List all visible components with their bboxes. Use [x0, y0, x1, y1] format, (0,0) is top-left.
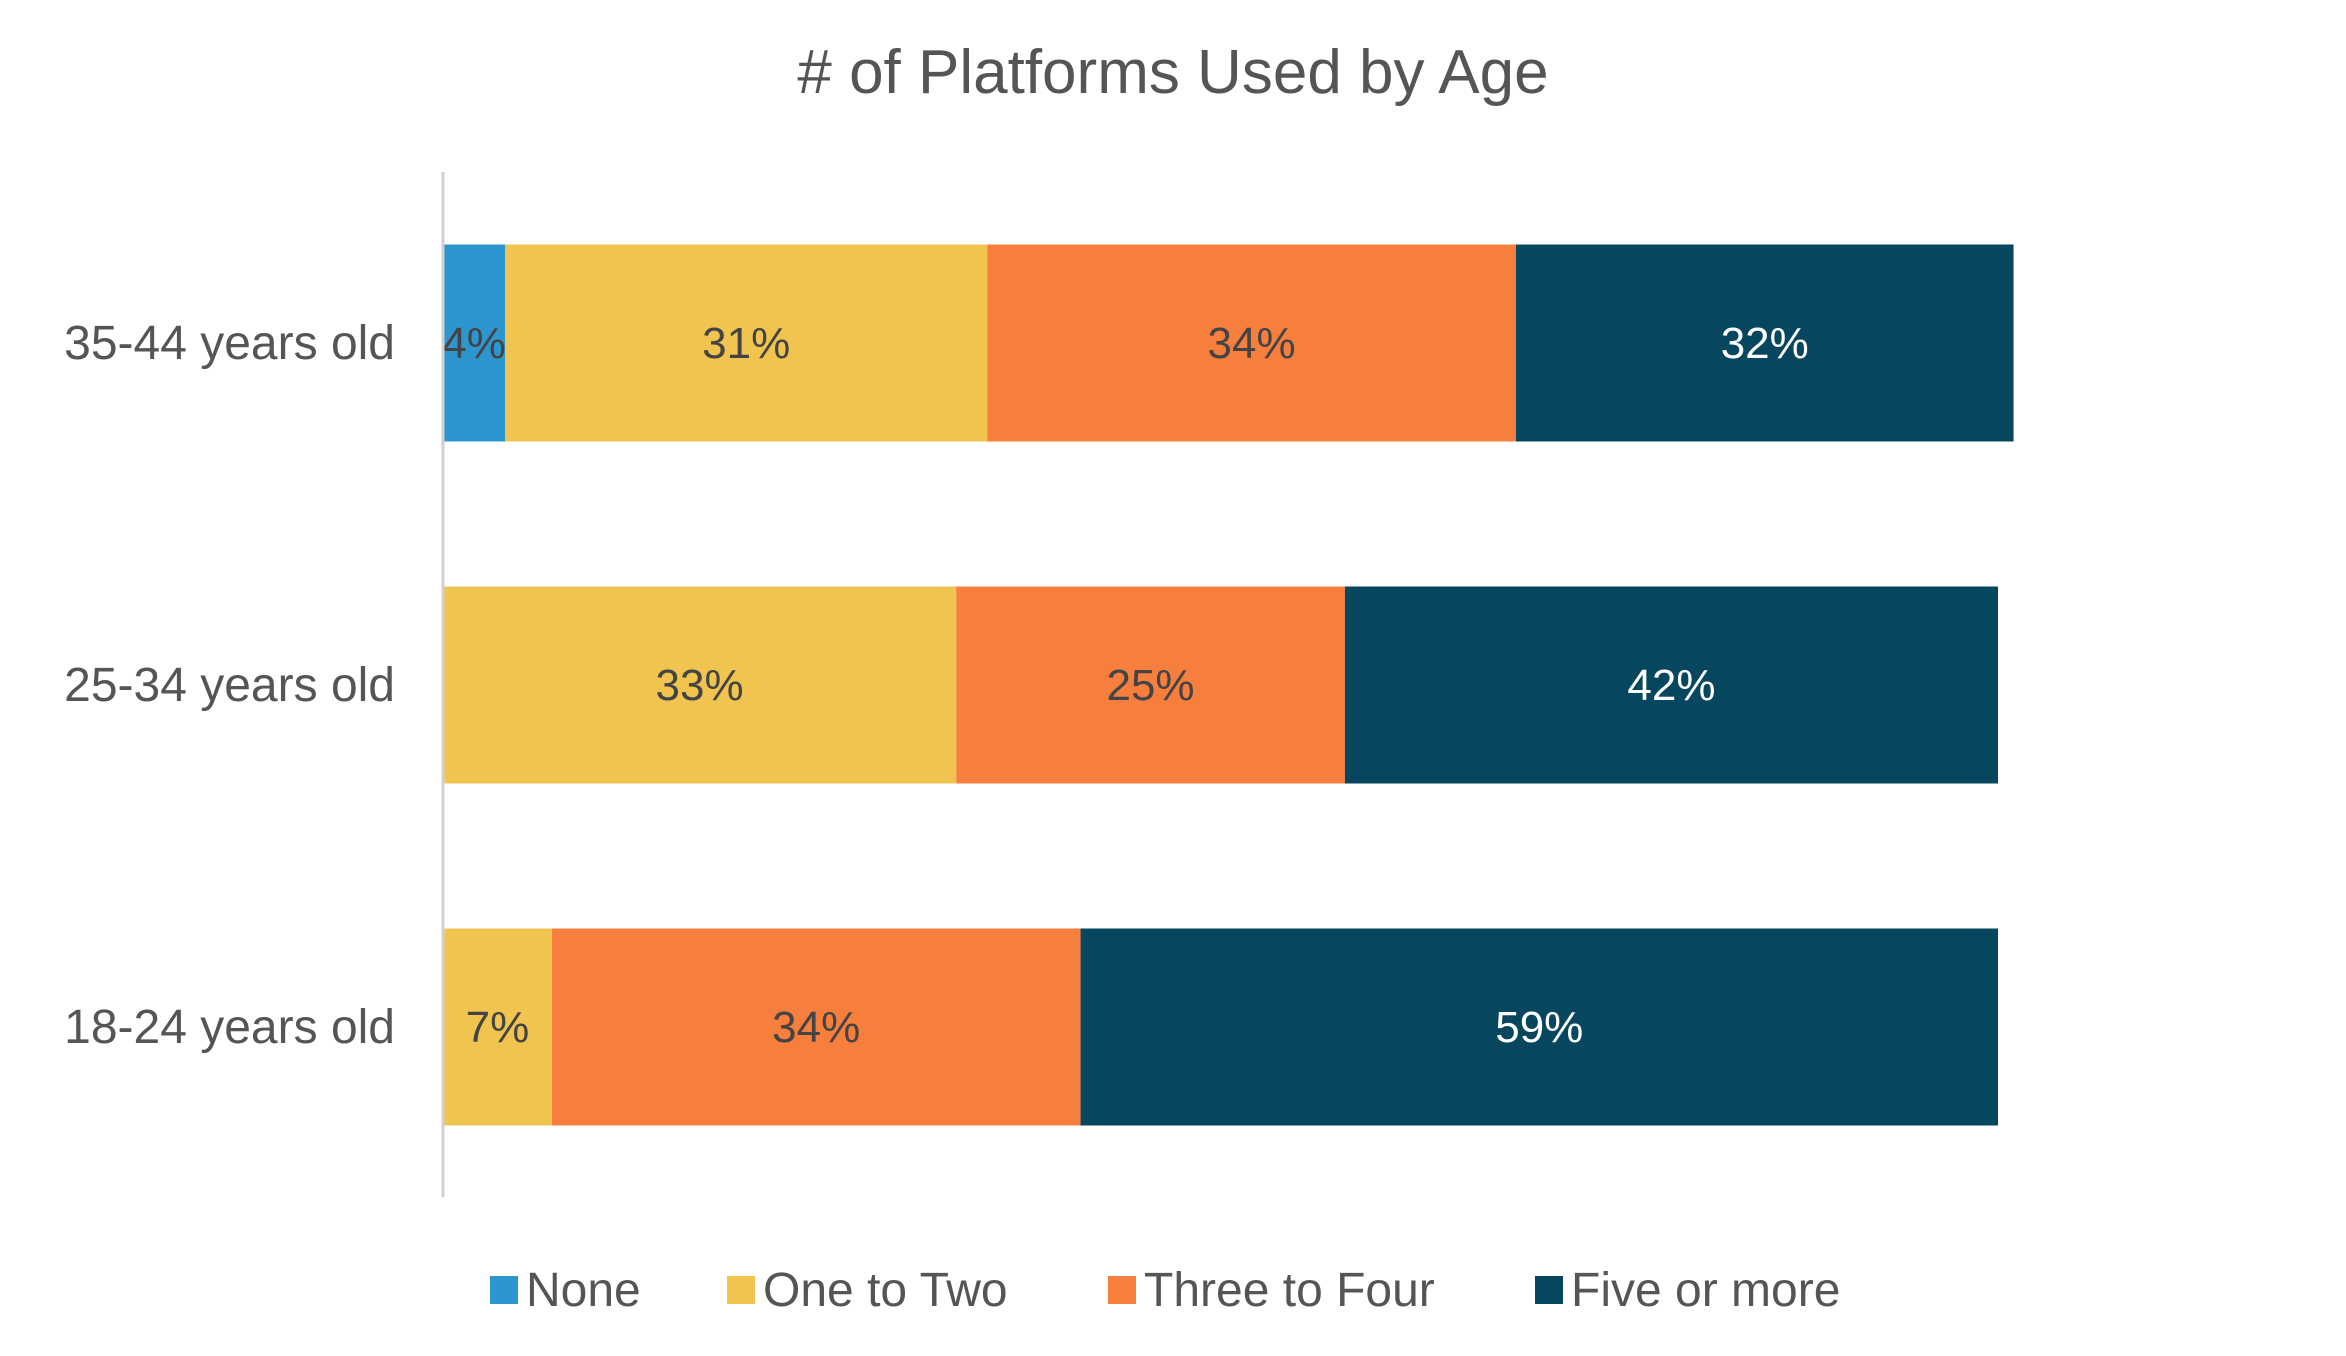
data-label: 25% [1106, 661, 1194, 710]
plot-area: 4% 31% 34% 32% 35-44 years old 33% 25% 42% 25-34… [64, 172, 2014, 1197]
data-label: 34% [1208, 319, 1296, 368]
legend: None One to Two Three to Four Five or more [490, 1264, 1840, 1317]
legend-label: Five or more [1571, 1264, 1840, 1317]
legend-swatch [727, 1276, 755, 1304]
bar-segment [1515, 244, 2014, 442]
bar-segment [443, 928, 552, 1126]
legend-label: None [526, 1264, 641, 1317]
legend-label: Three to Four [1144, 1264, 1435, 1317]
bar-segment [551, 928, 1081, 1126]
bar-segment [987, 244, 1516, 442]
legend-swatch [490, 1276, 518, 1304]
data-label: 4% [442, 319, 506, 368]
legend-swatch [1535, 1276, 1563, 1304]
bar-segment [443, 586, 957, 784]
bar-segment [505, 244, 988, 442]
data-label: 42% [1627, 661, 1715, 710]
legend-swatch [1108, 1276, 1136, 1304]
bar-segment [1080, 928, 1998, 1126]
bar-segment [443, 244, 506, 442]
legend-label: One to Two [763, 1264, 1008, 1317]
data-label: 7% [466, 1003, 530, 1052]
data-label: 59% [1495, 1003, 1583, 1052]
chart-title: # of Platforms Used by Age [797, 38, 1548, 107]
category-label: 25-34 years old [64, 659, 395, 712]
bar-segment [1344, 586, 1998, 784]
data-label: 31% [702, 319, 790, 368]
data-label: 32% [1721, 319, 1809, 368]
data-label: 33% [656, 661, 744, 710]
category-label: 35-44 years old [64, 317, 395, 370]
bar-segment [956, 586, 1345, 784]
data-label: 34% [772, 1003, 860, 1052]
category-label: 18-24 years old [64, 1001, 395, 1054]
